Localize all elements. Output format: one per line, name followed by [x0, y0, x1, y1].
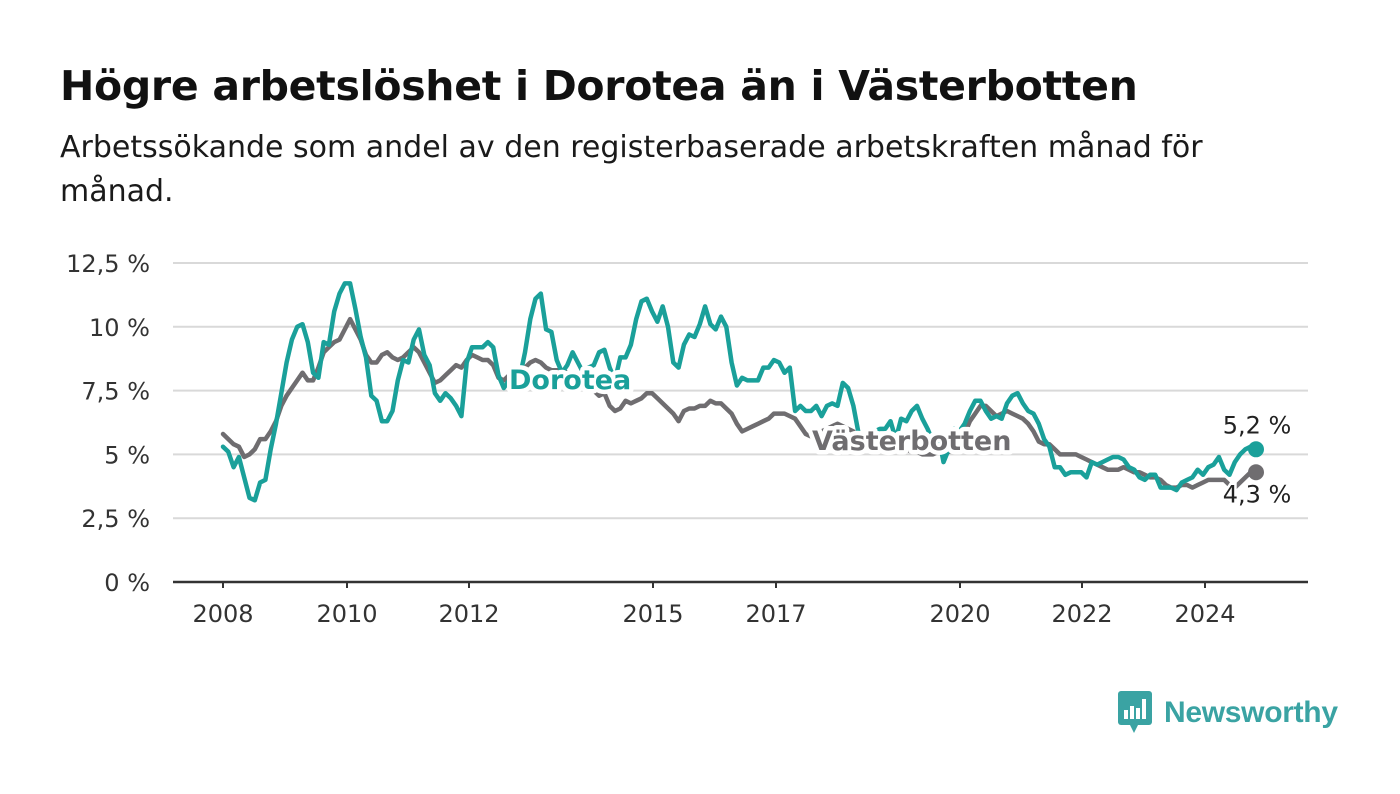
y-tick-label: 0 %	[104, 569, 150, 597]
y-tick-label: 5 %	[104, 441, 150, 469]
end-point-vasterbotten	[1248, 464, 1264, 481]
brand-name: Newsworthy	[1164, 696, 1338, 729]
y-tick-label: 10 %	[89, 314, 150, 342]
end-value-label: 4,3 %	[1223, 480, 1292, 508]
chart-subtitle: Arbetssökande som andel av den registerb…	[60, 130, 1203, 209]
x-tick-label: 2010	[316, 600, 377, 628]
end-point-dorotea	[1248, 441, 1264, 458]
y-tick-label: 12,5 %	[66, 250, 150, 278]
chart-title: Högre arbetslöshet i Dorotea än i Väster…	[60, 62, 1138, 110]
x-tick-label: 2022	[1051, 600, 1112, 628]
newsworthy-logo: Newsworthy	[1118, 690, 1348, 736]
x-tick-label: 2017	[745, 600, 806, 628]
x-tick-label: 2020	[929, 600, 990, 628]
y-tick-label: 2,5 %	[81, 505, 150, 533]
series-label-dorotea: Dorotea	[509, 365, 631, 396]
series-line-vasterbotten	[220, 316, 1259, 490]
end-value-label: 5,2 %	[1223, 411, 1292, 439]
x-tick-label: 2024	[1174, 600, 1235, 628]
x-tick-label: 2008	[192, 600, 253, 628]
y-tick-label: 7,5 %	[81, 378, 150, 406]
x-tick-label: 2015	[622, 600, 683, 628]
newsworthy-logo-icon	[1118, 691, 1152, 733]
x-tick-label: 2012	[438, 600, 499, 628]
series-label-vasterbotten: Västerbotten	[812, 426, 1011, 457]
series-line-dorotea	[220, 281, 1259, 503]
